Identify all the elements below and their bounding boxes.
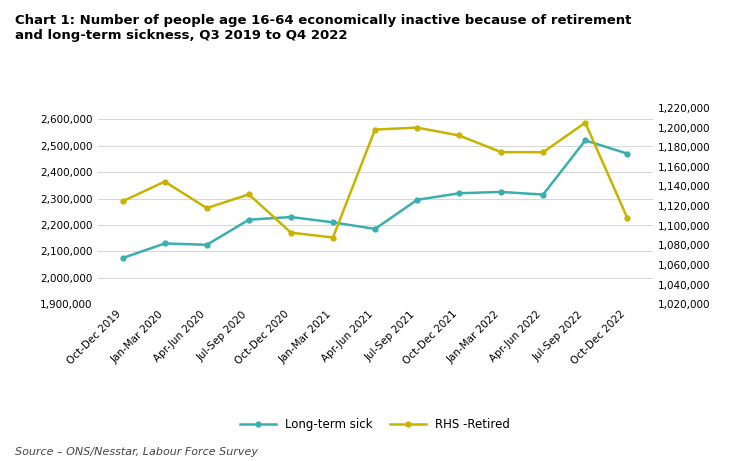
Long-term sick xyxy=(580,138,590,143)
RHS -Retired xyxy=(538,149,548,155)
Long-term sick xyxy=(244,217,254,223)
Line: Long-term sick: Long-term sick xyxy=(120,138,630,260)
RHS -Retired xyxy=(622,215,632,221)
Long-term sick xyxy=(622,151,632,156)
Long-term sick xyxy=(286,214,296,220)
Long-term sick xyxy=(413,197,422,203)
Long-term sick xyxy=(160,241,170,246)
RHS -Retired xyxy=(413,125,422,130)
RHS -Retired xyxy=(244,192,254,197)
RHS -Retired xyxy=(454,133,464,138)
RHS -Retired xyxy=(160,179,170,184)
Long-term sick xyxy=(454,190,464,196)
Long-term sick xyxy=(370,226,380,232)
Text: Source – ONS/Nesstar, Labour Force Survey: Source – ONS/Nesstar, Labour Force Surve… xyxy=(15,447,258,457)
RHS -Retired xyxy=(328,235,338,240)
Legend: Long-term sick, RHS -Retired: Long-term sick, RHS -Retired xyxy=(236,413,514,436)
RHS -Retired xyxy=(118,198,128,204)
Text: Chart 1: Number of people age 16-64 economically inactive because of retirement
: Chart 1: Number of people age 16-64 econ… xyxy=(15,14,632,42)
RHS -Retired xyxy=(202,205,211,211)
Long-term sick xyxy=(496,189,506,195)
Long-term sick xyxy=(118,255,128,261)
Long-term sick xyxy=(328,219,338,225)
RHS -Retired xyxy=(370,127,380,132)
RHS -Retired xyxy=(496,149,506,155)
RHS -Retired xyxy=(286,230,296,236)
Line: RHS -Retired: RHS -Retired xyxy=(120,120,630,240)
RHS -Retired xyxy=(580,120,590,125)
Long-term sick xyxy=(202,242,211,248)
Long-term sick xyxy=(538,192,548,197)
